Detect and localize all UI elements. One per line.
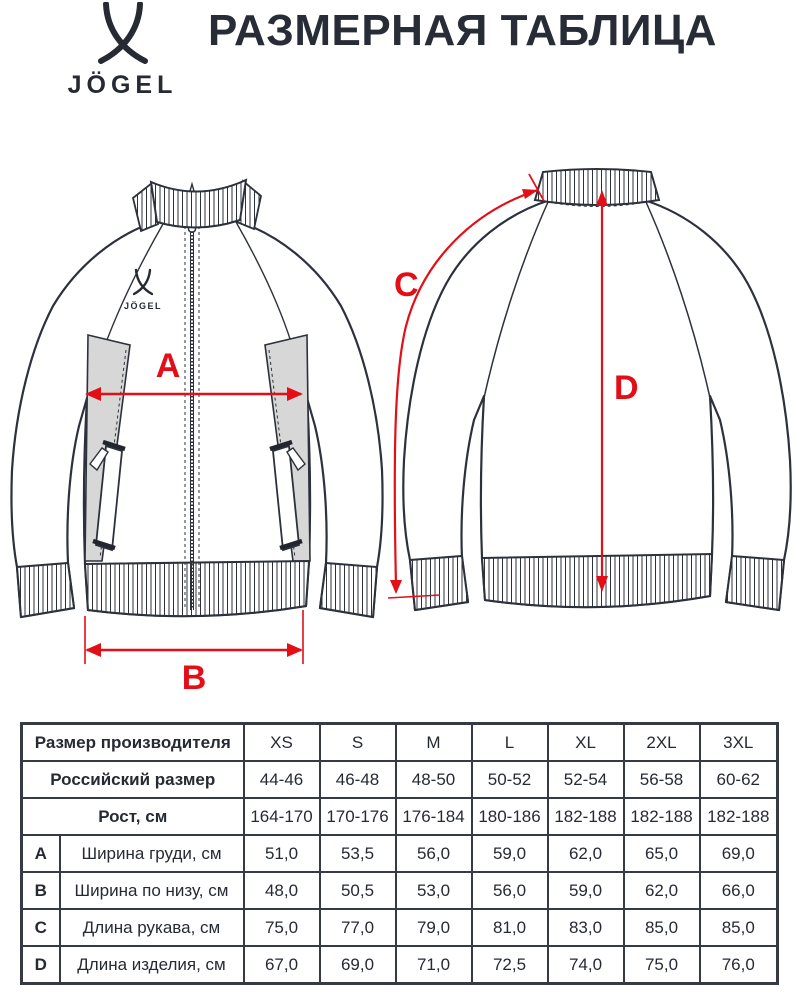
row-header: Ширина по низу, см xyxy=(58,871,245,910)
arrow-d: D xyxy=(596,190,639,592)
table-cell: 50,5 xyxy=(318,871,397,910)
table-cell: 85,0 xyxy=(698,908,779,947)
table-cell: 62,0 xyxy=(622,871,701,910)
table-row-russian-size: Российский размер 44-46 46-48 48-50 50-5… xyxy=(20,760,779,799)
column-header: S xyxy=(318,722,397,762)
table-row-chest-width: A Ширина груди, см 51,0 53,5 56,0 59,0 6… xyxy=(20,834,779,873)
measure-key: D xyxy=(20,945,61,985)
ribbed-bands xyxy=(15,559,379,619)
row-header: Размер производителя xyxy=(20,722,245,762)
table-cell: 81,0 xyxy=(470,908,549,947)
row-header: Рост, см xyxy=(20,797,245,836)
table-cell: 75,0 xyxy=(622,945,701,985)
page-title: РАЗМЕРНАЯ ТАБЛИЦА xyxy=(208,6,717,55)
column-header: L xyxy=(470,722,549,762)
table-row-manufacturer-size: Размер производителя XS S M L XL 2XL 3XL xyxy=(20,722,779,762)
table-cell: 69,0 xyxy=(698,834,779,873)
table-cell: 46-48 xyxy=(318,760,397,799)
row-header: Ширина груди, см xyxy=(58,834,245,873)
table-cell: 182-188 xyxy=(622,797,701,836)
table-cell: 59,0 xyxy=(470,834,549,873)
table-cell: 180-186 xyxy=(470,797,549,836)
table-cell: 83,0 xyxy=(546,908,625,947)
label-b: B xyxy=(182,659,207,693)
arrow-c: C xyxy=(388,173,545,599)
table-cell: 56-58 xyxy=(622,760,701,799)
table-cell: 60-62 xyxy=(698,760,779,799)
table-cell: 170-176 xyxy=(318,797,397,836)
row-header: Российский размер xyxy=(20,760,245,799)
table-cell: 71,0 xyxy=(394,945,473,985)
table-cell: 66,0 xyxy=(698,871,779,910)
brand-logo: JÖGEL xyxy=(55,1,190,100)
table-cell: 79,0 xyxy=(394,908,473,947)
measure-key: A xyxy=(20,834,61,873)
table-cell: 67,0 xyxy=(242,945,321,985)
column-header: M xyxy=(394,722,473,762)
table-row-garment-length: D Длина изделия, см 67,0 69,0 71,0 72,5 … xyxy=(20,945,779,985)
back-ribbed-bands xyxy=(408,552,786,612)
table-cell: 59,0 xyxy=(546,871,625,910)
row-header: Длина рукава, см xyxy=(58,908,245,947)
table-cell: 76,0 xyxy=(698,945,779,985)
table-cell: 62,0 xyxy=(546,834,625,873)
jacket-back-diagram: C D xyxy=(388,168,792,612)
table-cell: 74,0 xyxy=(546,945,625,985)
table-cell: 51,0 xyxy=(242,834,321,873)
brand-name: JÖGEL xyxy=(67,71,178,99)
jacket-back-outline xyxy=(402,194,792,612)
row-header: Длина изделия, см xyxy=(58,945,245,985)
column-header: XL xyxy=(546,722,625,762)
jacket-front-outline xyxy=(10,214,384,619)
table-cell: 65,0 xyxy=(622,834,701,873)
table-cell: 44-46 xyxy=(242,760,321,799)
measure-key: B xyxy=(20,871,61,910)
table-cell: 50-52 xyxy=(470,760,549,799)
column-header: 3XL xyxy=(698,722,779,762)
column-header: XS xyxy=(242,722,321,762)
table-cell: 72,5 xyxy=(470,945,549,985)
table-cell: 77,0 xyxy=(318,908,397,947)
table-cell: 56,0 xyxy=(394,834,473,873)
table-cell: 164-170 xyxy=(242,797,321,836)
table-cell: 56,0 xyxy=(470,871,549,910)
arrow-b: B xyxy=(84,610,304,693)
arrow-a: A xyxy=(85,347,303,401)
jacket-front-diagram: JÖGEL A B xyxy=(10,178,384,693)
table-row-sleeve-length: C Длина рукава, см 75,0 77,0 79,0 81,0 8… xyxy=(20,908,779,947)
chest-logo-text: JÖGEL xyxy=(124,301,162,311)
front-collar xyxy=(131,178,262,233)
back-collar xyxy=(533,168,661,207)
table-row-bottom-width: B Ширина по низу, см 48,0 50,5 53,0 56,0… xyxy=(20,871,779,910)
label-a: A xyxy=(156,347,181,385)
measure-key: C xyxy=(20,908,61,947)
chest-logo: JÖGEL xyxy=(124,268,162,311)
column-header: 2XL xyxy=(622,722,701,762)
size-table: Размер производителя XS S M L XL 2XL 3XL… xyxy=(20,722,780,985)
table-cell: 75,0 xyxy=(242,908,321,947)
table-cell: 182-188 xyxy=(546,797,625,836)
table-cell: 53,0 xyxy=(394,871,473,910)
table-cell: 48-50 xyxy=(394,760,473,799)
table-cell: 85,0 xyxy=(622,908,701,947)
table-cell: 48,0 xyxy=(242,871,321,910)
jogel-v-icon xyxy=(97,1,148,64)
table-cell: 176-184 xyxy=(394,797,473,836)
table-cell: 52-54 xyxy=(546,760,625,799)
label-d: D xyxy=(614,369,639,407)
zip-pockets xyxy=(89,439,306,552)
table-cell: 182-188 xyxy=(698,797,779,836)
table-cell: 69,0 xyxy=(318,945,397,985)
table-row-height: Рост, см 164-170 170-176 176-184 180-186… xyxy=(20,797,779,836)
label-c: C xyxy=(394,266,419,304)
table-cell: 53,5 xyxy=(318,834,397,873)
